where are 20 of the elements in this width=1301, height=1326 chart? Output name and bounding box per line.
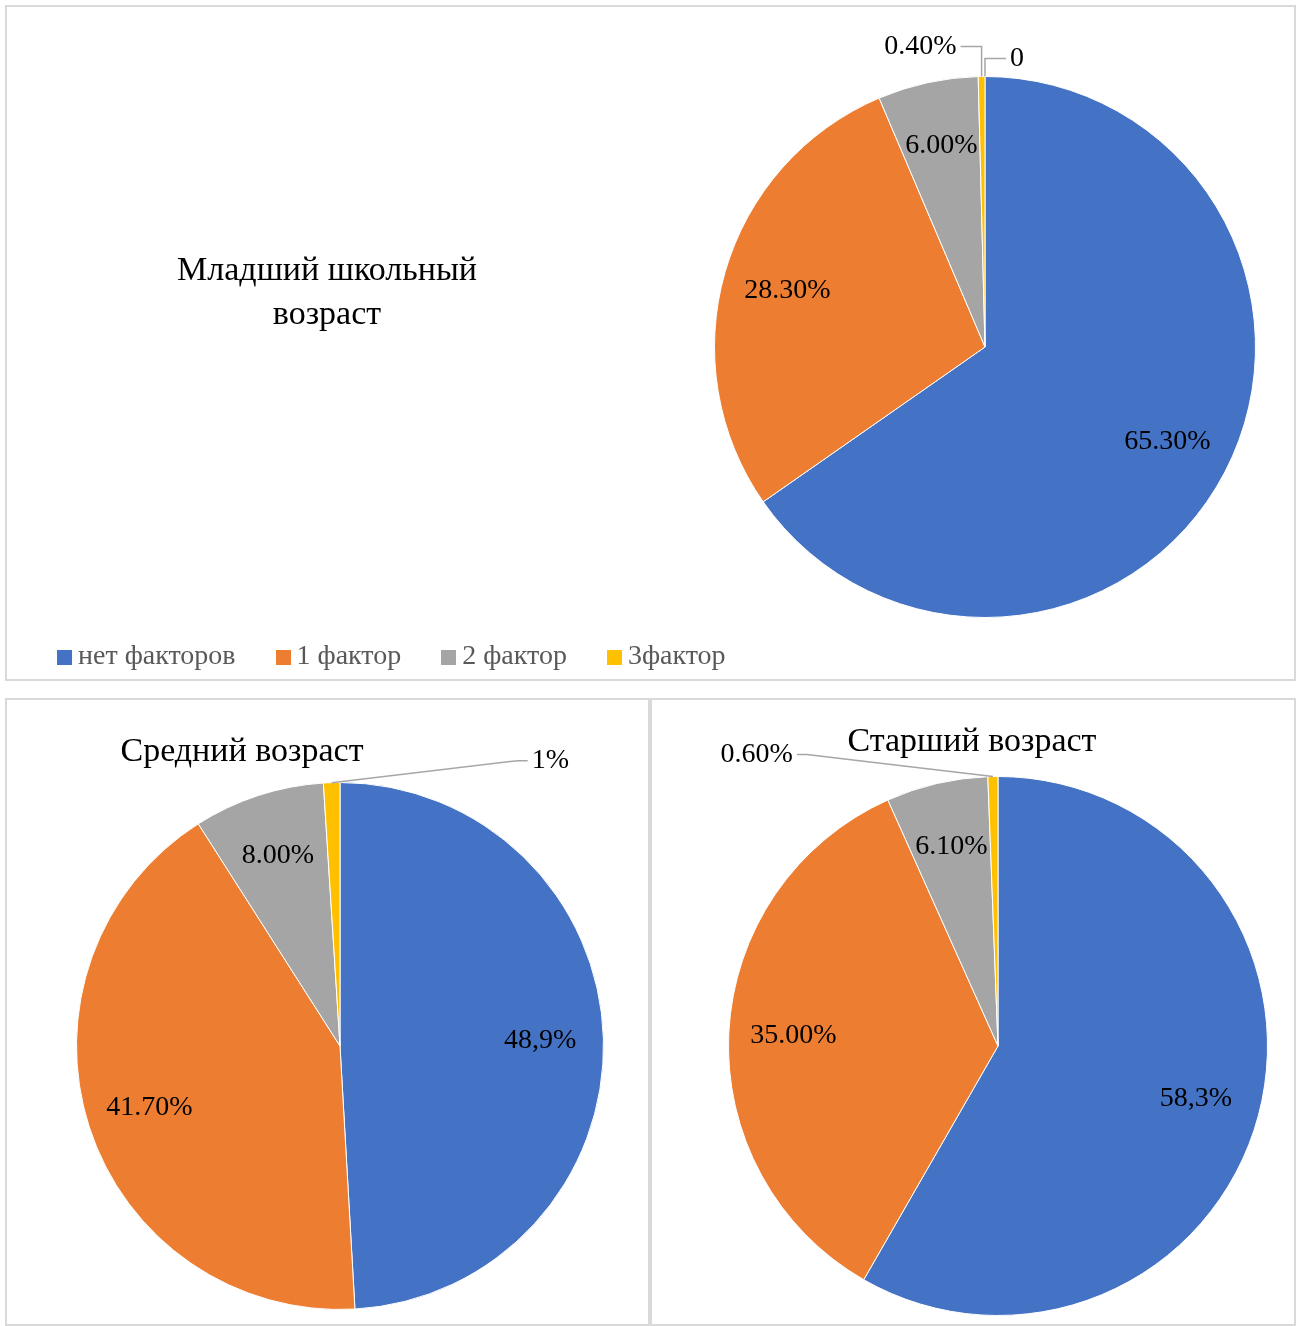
legend-label: 3фактор — [626, 639, 726, 671]
legend-label: нет факторов — [77, 639, 236, 671]
text: 0 — [1010, 40, 1024, 72]
data-label: 28.30% — [744, 272, 831, 304]
data-label: 48,9% — [504, 1022, 577, 1054]
chart-title: Средний возраст — [119, 730, 365, 770]
chart-title: Старший возраст — [846, 720, 1098, 760]
legend-label: 2 фактор — [461, 639, 567, 671]
data-label: 65.30% — [1124, 424, 1211, 456]
legend-label: 1 фактор — [295, 639, 402, 671]
data-label: 0.40% — [884, 28, 957, 60]
data-label: 41.70% — [106, 1089, 193, 1121]
data-label: 6.00% — [905, 128, 978, 160]
data-label: 1% — [531, 742, 570, 774]
data-label: 8.00% — [241, 837, 315, 869]
data-label: 58,3% — [1159, 1081, 1233, 1113]
data-label: 35.00% — [750, 1018, 837, 1050]
data-label: 6.10% — [915, 828, 988, 860]
data-label: 0.60% — [720, 736, 793, 768]
text: Младший школьный возраст — [176, 249, 478, 334]
